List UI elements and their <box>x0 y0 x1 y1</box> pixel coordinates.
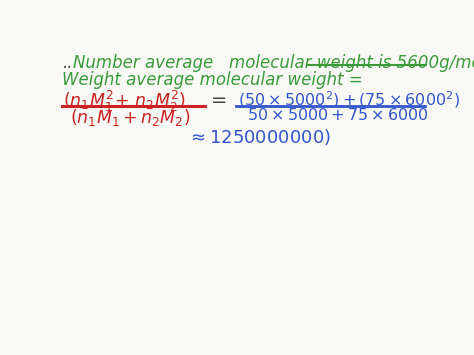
Text: ..: .. <box>63 54 73 72</box>
Text: Number average   molecular weight is 5600g/mole: Number average molecular weight is 5600g… <box>73 54 474 72</box>
Text: $(50\times5000^2)+(75\times6000^2)$: $(50\times5000^2)+(75\times6000^2)$ <box>237 89 460 109</box>
Text: Weight average molecular weight =: Weight average molecular weight = <box>63 71 363 89</box>
Text: $(n_1M_1 + n_2M_2)$: $(n_1M_1 + n_2M_2)$ <box>70 107 191 128</box>
Text: =: = <box>211 91 228 110</box>
Text: $\approx 1250000000)$: $\approx 1250000000)$ <box>187 127 331 147</box>
Text: $50\times5000+75\times6000$: $50\times5000+75\times6000$ <box>247 107 428 123</box>
Text: $(n_1M_1^2\!+\, n_2M_2^2)$: $(n_1M_1^2\!+\, n_2M_2^2)$ <box>63 89 186 114</box>
